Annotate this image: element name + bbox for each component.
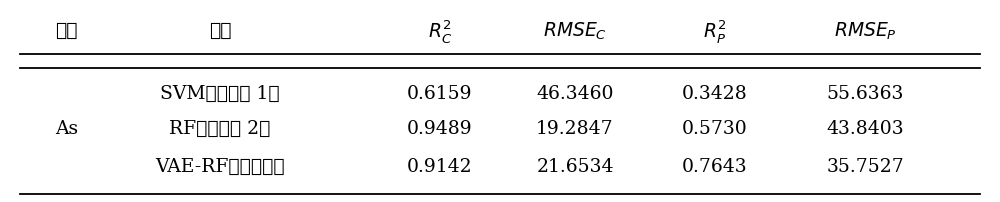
Text: VAE-RF（实施例）: VAE-RF（实施例） (155, 158, 285, 176)
Text: $RMSE_P$: $RMSE_P$ (834, 21, 896, 42)
Text: 19.2847: 19.2847 (536, 120, 614, 138)
Text: 金属: 金属 (55, 22, 78, 40)
Text: 0.6159: 0.6159 (407, 85, 473, 103)
Text: $R_C^2$: $R_C^2$ (428, 18, 452, 45)
Text: $RMSE_C$: $RMSE_C$ (543, 21, 607, 42)
Text: 43.8403: 43.8403 (826, 120, 904, 138)
Text: 21.6534: 21.6534 (536, 158, 614, 176)
Text: 35.7527: 35.7527 (826, 158, 904, 176)
Text: 方法: 方法 (209, 22, 231, 40)
Text: 0.9489: 0.9489 (407, 120, 473, 138)
Text: 46.3460: 46.3460 (536, 85, 614, 103)
Text: RF（对比例 2）: RF（对比例 2） (169, 120, 271, 138)
Text: 0.9142: 0.9142 (407, 158, 473, 176)
Text: SVM（对比例 1）: SVM（对比例 1） (160, 85, 280, 103)
Text: As: As (55, 120, 78, 138)
Text: $R_P^2$: $R_P^2$ (703, 18, 727, 45)
Text: 0.7643: 0.7643 (682, 158, 748, 176)
Text: 0.3428: 0.3428 (682, 85, 748, 103)
Text: 0.5730: 0.5730 (682, 120, 748, 138)
Text: 55.6363: 55.6363 (826, 85, 904, 103)
